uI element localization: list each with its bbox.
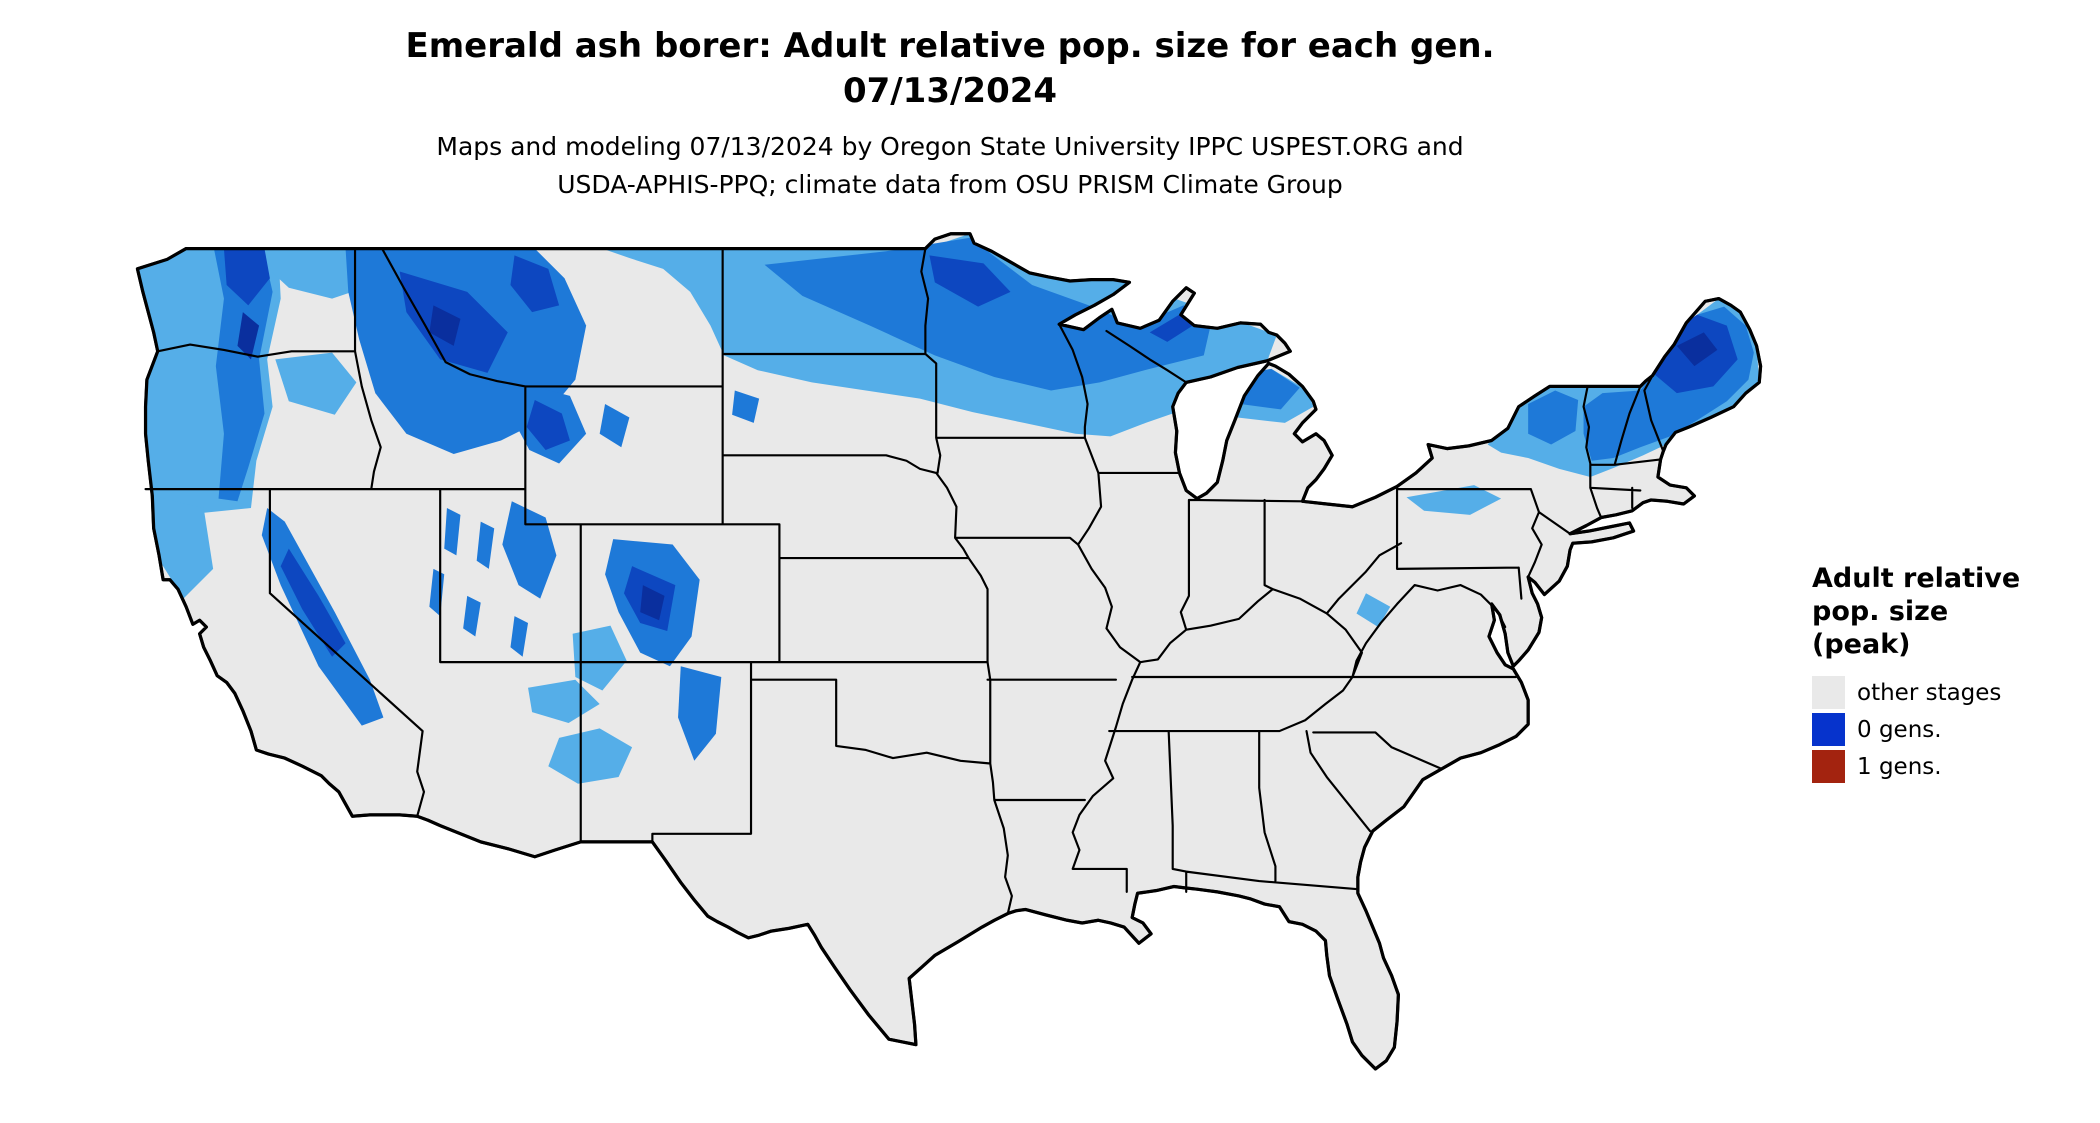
legend-item-1-gens: 1 gens. <box>1812 750 2082 784</box>
legend-swatch-0-gens <box>1812 713 1845 747</box>
map-title-date: 07/13/2024 <box>842 70 1058 111</box>
legend-item-other-stages: other stages <box>1812 676 2082 710</box>
population-regions <box>137 233 1760 784</box>
pop-region-sangre-de-cristo <box>678 666 722 761</box>
legend-title-line2: pop. size <box>1812 595 1949 627</box>
pop-regions-dark-blue <box>223 248 1738 657</box>
legend-swatch-1-gens <box>1812 750 1845 784</box>
pop-region-cascade-peak <box>237 312 260 360</box>
pop-regions-deep-blue <box>237 305 1718 621</box>
pop-region-sierra-core <box>280 548 346 657</box>
legend-label-other-stages: other stages <box>1857 679 2002 706</box>
legend-label-0-gens: 0 gens. <box>1857 716 1942 743</box>
pop-region-north-cascades <box>223 248 270 306</box>
legend-title: Adult relative pop. size (peak) <box>1812 563 2082 662</box>
state-borders <box>144 247 1665 915</box>
pop-region-north-california-coast <box>148 494 214 599</box>
pop-region-maine-peak <box>1676 332 1718 367</box>
legend-title-line1: Adult relative <box>1812 563 2021 594</box>
legend-swatch-other-stages <box>1812 676 1845 710</box>
pop-region-nevada-ranges <box>429 508 529 657</box>
pop-region-adirondacks <box>1528 390 1579 445</box>
pop-region-idaho-core <box>399 255 560 373</box>
us-map-container <box>129 231 1765 1123</box>
legend-item-0-gens: 0 gens. <box>1812 713 2082 747</box>
map-title: Emerald ash borer: Adult relative pop. s… <box>0 24 1900 114</box>
map-subtitle: Maps and modeling 07/13/2024 by Oregon S… <box>0 128 1900 203</box>
map-subtitle-line2: USDA-APHIS-PPQ; climate data from OSU PR… <box>557 169 1343 199</box>
legend-items: other stages 0 gens. 1 gens. <box>1812 676 2082 784</box>
pop-region-black-hills <box>732 390 760 423</box>
pop-region-bighorn <box>599 403 630 448</box>
legend-label-1-gens: 1 gens. <box>1857 753 1942 780</box>
pop-region-cascades <box>213 244 273 502</box>
pop-region-alleghenies <box>1406 485 1502 515</box>
pop-region-idaho-peak <box>429 305 461 346</box>
pop-region-wasatch <box>502 501 557 599</box>
map-subtitle-line1: Maps and modeling 07/13/2024 by Oregon S… <box>436 132 1464 161</box>
pop-region-wind-river <box>526 399 570 450</box>
pop-region-colorado-peak <box>640 585 665 621</box>
map-legend: Adult relative pop. size (peak) other st… <box>1812 563 2082 787</box>
pop-region-new-mexico-highlands <box>548 728 633 784</box>
legend-title-line3: (peak) <box>1812 628 1911 660</box>
pop-region-west-virginia <box>1356 593 1391 627</box>
pop-region-blue-mountains <box>275 352 357 415</box>
pop-region-north-minnesota <box>929 255 1011 307</box>
pop-region-south-utah <box>572 625 627 691</box>
us-map <box>135 232 1763 1071</box>
pop-region-minnesota-wisconsin <box>764 237 1211 391</box>
map-title-line1: Emerald ash borer: Adult relative pop. s… <box>405 26 1495 66</box>
